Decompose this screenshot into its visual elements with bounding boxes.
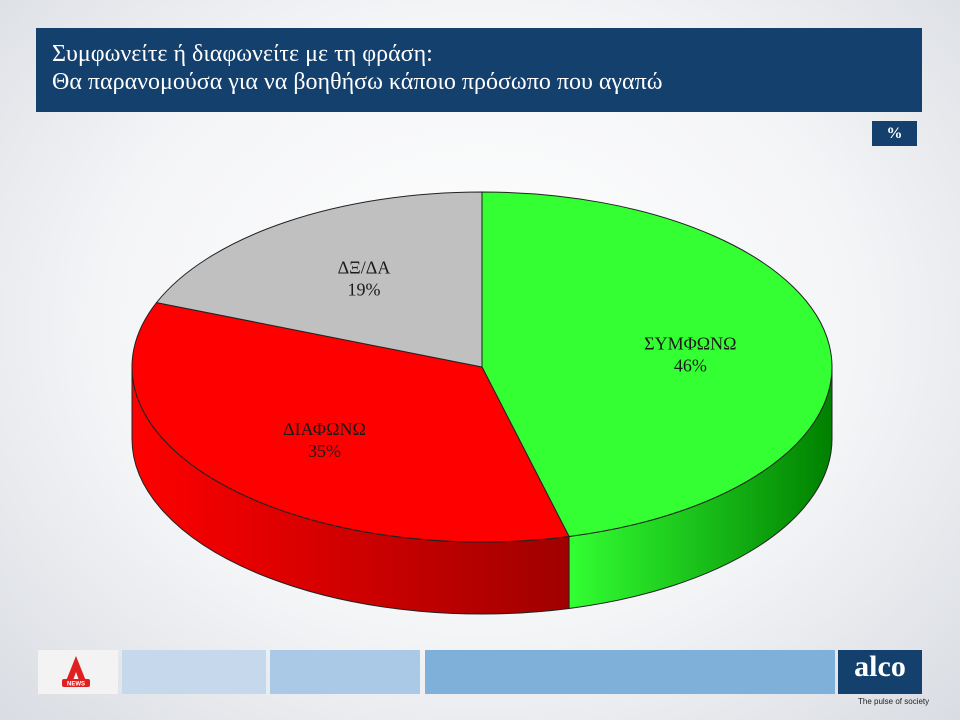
title-line-1: Συμφωνείτε ή διαφωνείτε με τη φράση:: [52, 41, 433, 67]
pie-value-δξ-δα: 19%: [347, 279, 380, 299]
pie-slice-δξ-δα: [155, 191, 483, 368]
title-line-2: Θα παρανομούσα για να βοηθήσω κάποιο πρό…: [52, 69, 663, 95]
pie-label-διαφωνω: ΔΙΑΦΩΝΩ: [283, 419, 366, 439]
footer-strip-3: [425, 650, 835, 694]
pie-tops: [131, 191, 833, 543]
alpha-news-logo-icon: NEWS: [62, 656, 90, 688]
pie-label-συμφωνω: ΣΥΜΦΩΝΩ: [644, 333, 736, 353]
alco-tagline: The pulse of society: [858, 697, 930, 706]
logo-news-text: NEWS: [67, 682, 85, 688]
alpha-news-logo: NEWS: [38, 650, 118, 694]
pie-slice-διαφωνω: [131, 302, 570, 543]
pie-value-συμφωνω: 46%: [674, 355, 707, 375]
pie-label-δξ-δα: ΔΞ/ΔΑ: [338, 257, 391, 277]
alco-brand-name: alco: [854, 650, 906, 683]
pie-value-διαφωνω: 35%: [308, 441, 341, 461]
alco-logo: alco: [838, 650, 922, 694]
footer-strip-1: [122, 650, 266, 694]
footer-strip-2: [270, 650, 420, 694]
unit-badge: %: [872, 121, 917, 146]
title-bar: Συμφωνείτε ή διαφωνείτε με τη φράση: Θα …: [36, 28, 922, 112]
pie-slice-συμφωνω: [481, 191, 833, 538]
